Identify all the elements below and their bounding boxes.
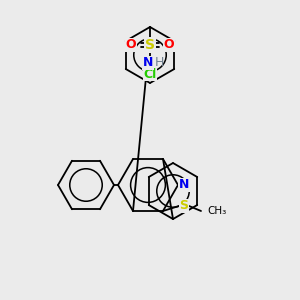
Text: S: S bbox=[145, 38, 155, 52]
Text: H: H bbox=[154, 56, 164, 70]
Text: Cl: Cl bbox=[143, 68, 157, 80]
Text: O: O bbox=[126, 38, 136, 52]
Text: N: N bbox=[143, 56, 153, 70]
Text: CH₃: CH₃ bbox=[207, 206, 226, 216]
Text: S: S bbox=[179, 200, 188, 212]
Text: O: O bbox=[164, 38, 174, 52]
Text: N: N bbox=[179, 178, 189, 191]
